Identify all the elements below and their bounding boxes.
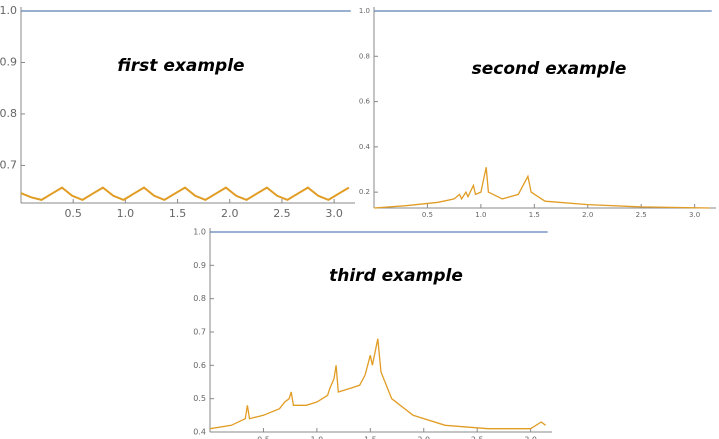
- y-tick-label: 0.8: [193, 294, 206, 303]
- x-tick-label: 3.0: [524, 436, 537, 439]
- y-tick-label: 1.0: [359, 7, 370, 15]
- chart-title: second example: [472, 59, 627, 79]
- y-tick-label: 0.5: [193, 394, 206, 403]
- y-tick-label: 0.6: [359, 98, 371, 106]
- y-tick-label: 0.2: [359, 188, 370, 196]
- y-tick-label: 1.0: [193, 228, 206, 237]
- x-tick-label: 0.5: [422, 211, 433, 219]
- x-tick-label: 2.5: [636, 211, 647, 219]
- y-tick-label: 0.9: [0, 55, 17, 68]
- y-tick-label: 0.4: [359, 143, 371, 151]
- x-tick-label: 2.0: [582, 211, 593, 219]
- x-tick-label: 1.0: [117, 207, 135, 220]
- chart-title: first example: [117, 56, 244, 76]
- x-tick-label: 2.0: [221, 207, 239, 220]
- x-tick-label: 1.0: [475, 211, 486, 219]
- y-tick-label: 0.4: [193, 428, 206, 437]
- x-tick-label: 0.5: [257, 436, 270, 439]
- chart-title: third example: [329, 266, 463, 286]
- x-tick-label: 2.5: [273, 207, 291, 220]
- x-tick-label: 0.5: [64, 207, 82, 220]
- y-tick-label: 0.7: [0, 158, 17, 171]
- x-tick-label: 1.0: [311, 436, 324, 439]
- x-tick-label: 2.5: [471, 436, 484, 439]
- line-series: [209, 338, 546, 430]
- line-series: [373, 167, 710, 209]
- y-tick-label: 0.6: [193, 361, 206, 370]
- x-tick-label: 1.5: [364, 436, 377, 439]
- y-tick-label: 0.8: [359, 52, 370, 60]
- y-tick-label: 1.0: [0, 4, 17, 17]
- x-tick-label: 3.0: [689, 211, 700, 219]
- x-tick-label: 3.0: [325, 207, 343, 220]
- x-tick-label: 1.5: [169, 207, 187, 220]
- x-tick-label: 1.5: [529, 211, 540, 219]
- y-tick-label: 0.8: [0, 107, 17, 120]
- y-tick-label: 0.7: [193, 328, 206, 337]
- x-tick-label: 2.0: [417, 436, 430, 439]
- line-series: [20, 186, 350, 202]
- y-tick-label: 0.9: [193, 261, 206, 270]
